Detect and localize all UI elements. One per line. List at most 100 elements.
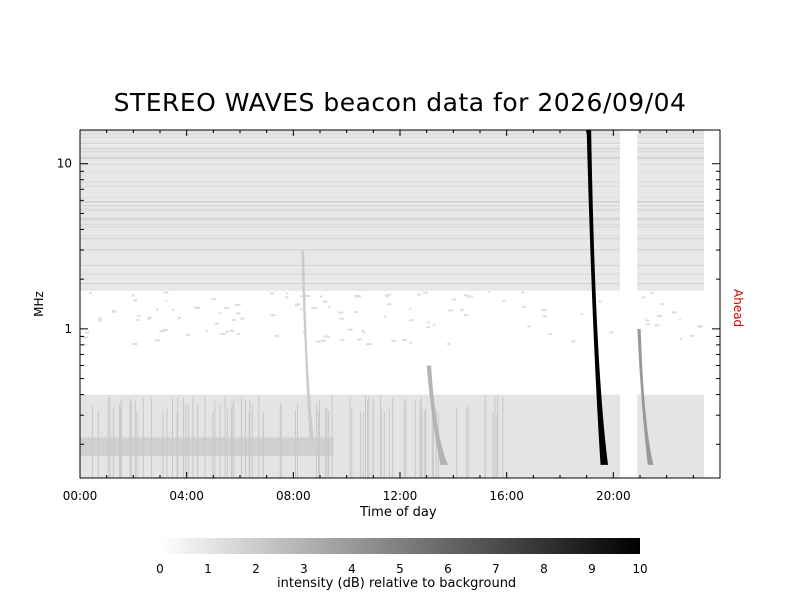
- mid-speckle: [236, 333, 240, 336]
- mid-speckle: [88, 292, 92, 295]
- spectrogram-heatmap: [80, 130, 704, 478]
- mid-speckle: [521, 305, 526, 308]
- colorbar-tick-label: 9: [588, 562, 596, 576]
- mid-speckle: [322, 300, 328, 303]
- mid-speckle: [347, 328, 353, 331]
- mid-speckle: [274, 334, 279, 337]
- mid-speckle: [671, 311, 678, 314]
- mid-speckle: [448, 309, 453, 312]
- colorbar-tick-label: 10: [632, 562, 647, 576]
- mid-speckle: [156, 308, 159, 311]
- mid-speckle: [464, 294, 469, 297]
- mid-speckle: [294, 304, 298, 307]
- mid-speckle: [338, 311, 344, 314]
- mid-speckle: [354, 311, 359, 314]
- mid-speckle: [417, 293, 422, 296]
- colorbar-tick-label: 3: [300, 562, 308, 576]
- mid-speckle: [469, 295, 473, 298]
- colorbar-tick-label: 4: [348, 562, 356, 576]
- mid-speckle: [214, 322, 220, 325]
- mid-speckle: [177, 316, 181, 319]
- mid-speckle: [131, 294, 135, 297]
- mid-speckle: [340, 339, 345, 342]
- x-tick-label: 04:00: [169, 489, 204, 503]
- mid-speckle: [598, 300, 602, 303]
- mid-speckle: [521, 291, 525, 294]
- x-tick-label: 20:00: [596, 489, 631, 503]
- mid-speckle: [136, 318, 140, 321]
- y-tick-label: 1: [64, 322, 72, 336]
- mid-speckle: [85, 331, 90, 334]
- mid-speckle: [319, 295, 323, 298]
- mid-speckle: [679, 338, 683, 341]
- mid-speckle: [432, 323, 436, 326]
- mid-speckle: [463, 314, 468, 317]
- colorbar-tick-label: 2: [252, 562, 260, 576]
- chart-title: STEREO WAVES beacon data for 2026/09/04: [113, 88, 687, 117]
- mid-speckle: [391, 339, 396, 342]
- burst-layer: [301, 130, 654, 465]
- mid-speckle: [300, 295, 303, 298]
- mid-speckle: [383, 315, 387, 318]
- mid-speckle: [650, 291, 654, 294]
- mid-speckle: [427, 321, 430, 324]
- mid-speckle: [223, 306, 229, 309]
- mid-speckle: [541, 309, 547, 312]
- colorbar-tick-label: 7: [492, 562, 500, 576]
- burst-1: [637, 328, 654, 465]
- mid-speckle: [269, 292, 275, 295]
- burst-2: [426, 365, 448, 465]
- mid-speckle: [205, 330, 209, 333]
- colorbar-gradient: [160, 538, 640, 554]
- mid-speckle: [159, 330, 165, 333]
- mid-speckle: [234, 303, 241, 306]
- mid-speckle: [240, 317, 245, 320]
- mid-speckle: [357, 338, 362, 341]
- mid-speckle: [132, 343, 138, 346]
- y-axis-label: MHz: [31, 291, 46, 317]
- colorbar-label: intensity (dB) relative to background: [277, 576, 517, 591]
- mid-speckle: [163, 291, 169, 294]
- colorbar-tick-label: 0: [156, 562, 164, 576]
- mid-speckle: [361, 329, 365, 332]
- x-tick-label: 00:00: [63, 489, 98, 503]
- x-tick-label: 12:00: [383, 489, 418, 503]
- mid-speckle: [409, 341, 412, 344]
- mid-speckle: [339, 317, 345, 320]
- mid-speckle: [162, 329, 169, 332]
- mid-speckle: [155, 339, 160, 342]
- x-tick-label: 08:00: [276, 489, 311, 503]
- mid-speckle: [146, 317, 151, 320]
- mid-speckle: [422, 291, 429, 294]
- x-axis-label: Time of day: [360, 505, 437, 520]
- mid-speckle: [580, 313, 584, 316]
- colorbar-tick-label: 6: [444, 562, 452, 576]
- colorbar: 0 1 2 3 4 5 6 7 8 9 10: [156, 538, 648, 576]
- mid-speckle: [641, 296, 646, 299]
- y-tick-label: 10: [57, 157, 72, 171]
- mid-speckle: [355, 295, 361, 298]
- colorbar-tick-label: 1: [204, 562, 212, 576]
- mid-speckle: [409, 319, 414, 322]
- mid-speckle: [542, 315, 547, 318]
- mid-speckle: [315, 340, 321, 343]
- spacecraft-label: Ahead: [731, 289, 745, 328]
- mid-speckle: [362, 331, 366, 334]
- mid-speckle: [447, 342, 451, 345]
- mid-speckle: [366, 343, 372, 346]
- mid-speckle: [678, 318, 681, 321]
- mid-speckle: [698, 326, 701, 329]
- mid-speckle: [220, 332, 226, 335]
- colorbar-tick-label: 8: [540, 562, 548, 576]
- mid-speckle: [311, 306, 318, 309]
- mid-speckle: [98, 319, 102, 322]
- mid-speckle: [321, 339, 326, 342]
- mid-speckle: [409, 307, 412, 310]
- mid-speckle: [236, 312, 241, 315]
- mid-speckle: [386, 295, 389, 298]
- mid-speckle: [646, 323, 650, 326]
- mid-speckle: [502, 299, 506, 302]
- mid-speckle: [165, 299, 168, 302]
- mid-speckle: [300, 308, 303, 311]
